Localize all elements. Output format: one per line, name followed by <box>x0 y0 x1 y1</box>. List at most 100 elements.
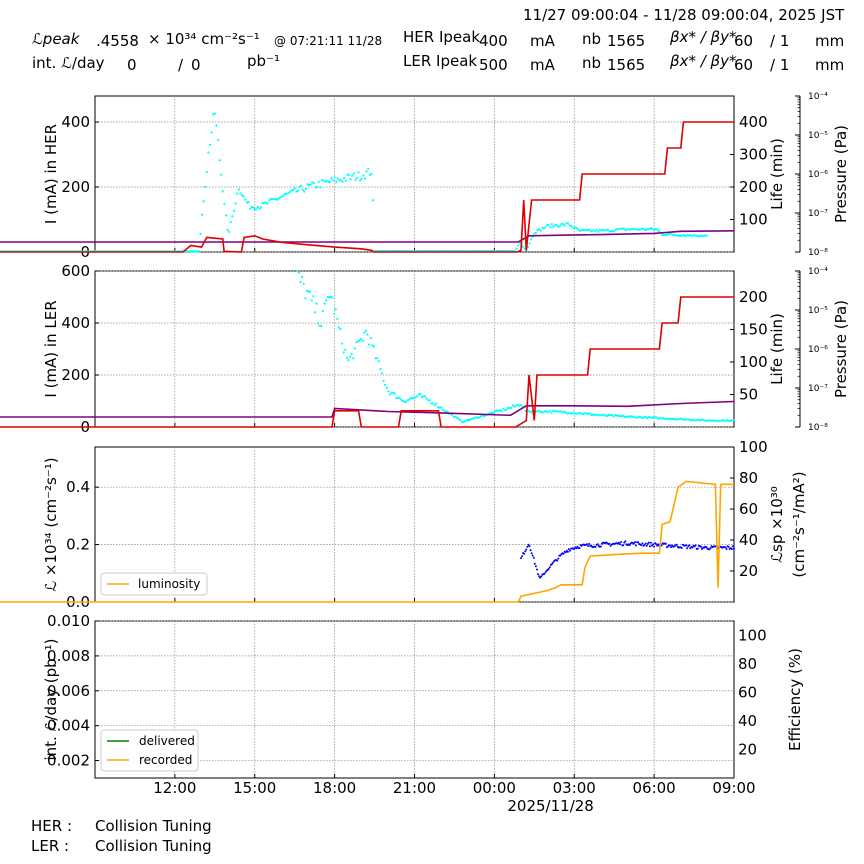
her-current-point <box>261 201 264 204</box>
footer-ler-label: LER : <box>31 837 70 855</box>
her-current-point <box>280 195 283 198</box>
her-current-point <box>555 224 558 227</box>
her-beta-unit: mm <box>815 32 845 50</box>
her-current-point <box>530 238 533 241</box>
ler-current-point <box>579 411 582 415</box>
x-tick-label: 00:00 <box>473 779 516 797</box>
ler-current-point <box>384 383 387 386</box>
her-current-point <box>357 171 360 174</box>
her-current-point <box>282 194 285 197</box>
her-current-point <box>215 124 218 127</box>
specific-lum-point <box>551 561 554 564</box>
ler-current-point <box>503 409 507 412</box>
date-range: 11/27 09:00:04 - 11/28 09:00:04, 2025 JS… <box>523 6 845 24</box>
her-current-point <box>248 207 252 210</box>
ler-beta-unit: mm <box>815 56 845 74</box>
her-current-point <box>542 227 546 230</box>
pressure-tick-label: 10⁻⁶ <box>808 345 828 355</box>
specific-lum-point <box>628 544 631 547</box>
her-current-point <box>656 228 659 231</box>
her-current-point <box>552 225 555 228</box>
her-current-point <box>661 233 664 236</box>
ler-current-point <box>502 407 505 410</box>
specific-lum-point <box>637 541 640 544</box>
specific-lum-point <box>586 543 588 546</box>
y-axis-label: int. ℒ/day (pb⁻¹) <box>42 639 60 761</box>
her-current-point <box>624 229 627 232</box>
ler-current-point <box>414 396 417 399</box>
her-current-point <box>606 228 609 231</box>
ler-current-point <box>443 409 446 412</box>
ler-ipeak-label: LER Ipeak <box>403 52 478 70</box>
her-pressure-line <box>0 230 735 243</box>
pressure-axis-label: Pressure (Pa) <box>832 300 850 398</box>
her-current-point <box>352 172 355 175</box>
ler-current-point <box>366 333 369 336</box>
pressure-tick-label: 10⁻⁸ <box>808 248 828 258</box>
her-current-point <box>368 173 371 176</box>
ler-beta-label: βx* / βy* <box>670 52 737 70</box>
specific-lum-point <box>520 557 522 560</box>
specific-lum-point <box>731 545 734 548</box>
specific-lum-point <box>700 545 702 548</box>
her-current-point <box>677 234 680 237</box>
her-ipeak-label: HER Ipeak <box>403 28 480 46</box>
her-current-point <box>255 208 258 211</box>
y-axis-label: I (mA) in LER <box>42 300 60 397</box>
ler-current-point <box>628 415 631 418</box>
ler-current-point <box>304 297 307 300</box>
ler-current-point <box>315 302 318 305</box>
ler-current-point <box>372 345 376 348</box>
her-current-point <box>292 188 295 192</box>
footer-her-label: HER : <box>31 817 73 835</box>
ler-current-point <box>513 405 516 408</box>
ler-current-point <box>684 418 687 421</box>
ler-current-point <box>516 403 519 406</box>
ler-current-point <box>438 406 441 409</box>
specific-lum-point <box>533 562 536 565</box>
her-current-point <box>657 229 661 232</box>
specific-lum-point <box>588 542 591 545</box>
her-current-point <box>522 245 525 248</box>
her-current-point <box>646 227 649 230</box>
ler-current-point <box>500 410 503 413</box>
ler-ipeak-value: 500 <box>479 56 508 74</box>
her-current-point <box>205 171 208 174</box>
her-current-point <box>592 229 595 232</box>
specific-lum-point <box>562 552 565 555</box>
ler-current-point <box>349 355 352 358</box>
specific-lum-point <box>536 568 538 571</box>
specific-lum-point <box>524 550 527 553</box>
ler-current-point <box>380 372 384 375</box>
her-current-point <box>549 226 552 229</box>
her-ipeak-value: 400 <box>479 32 508 50</box>
ler-current-point <box>419 392 422 396</box>
pressure-tick-label: 10⁻⁶ <box>808 170 828 180</box>
her-current-point <box>338 179 341 182</box>
y2-tick-label: 40 <box>739 531 758 549</box>
y2-tick-label: 60 <box>738 683 757 701</box>
y2-tick-label: 20 <box>738 740 757 758</box>
specific-lum-point <box>685 544 688 547</box>
her-current-point <box>344 179 347 182</box>
ler-current-point <box>352 357 355 360</box>
ler-current-point <box>571 412 574 415</box>
ler-current-point <box>603 413 606 416</box>
ler-current-point <box>598 414 601 417</box>
her-current-point <box>186 250 189 253</box>
her-current-point <box>330 177 333 180</box>
ler-current-point <box>398 396 401 399</box>
ler-current-point <box>428 399 431 402</box>
her-current-point <box>226 228 229 231</box>
ler-current-point <box>724 419 727 423</box>
specific-lum-point <box>623 541 626 544</box>
ler-current-point <box>454 415 457 418</box>
pressure-tick-label: 10⁻⁷ <box>808 209 828 219</box>
her-current-point <box>325 179 328 182</box>
lum-peak-time: @ 07:21:11 11/28 <box>274 34 383 48</box>
pressure-tick-label: 10⁻⁵ <box>808 131 828 141</box>
ler-current-point <box>326 296 329 299</box>
her-current-point <box>641 227 645 230</box>
ler-current-point <box>606 414 609 417</box>
specific-lum-point <box>620 541 623 543</box>
